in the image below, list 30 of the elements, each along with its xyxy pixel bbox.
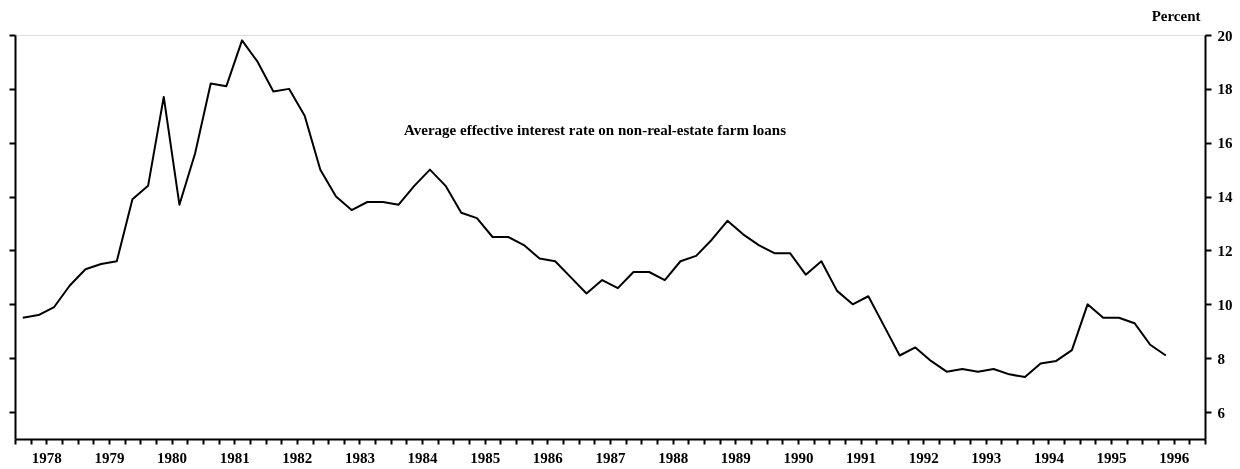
y-tick-label: 12 [1217,242,1233,259]
x-tick-label: 1989 [720,449,751,466]
y-axis-title: Percent [1151,7,1201,24]
x-tick-label: 1992 [908,449,939,466]
x-tick-label: 1981 [219,449,250,466]
x-tick-label: 1982 [282,449,313,466]
x-tick-label: 1986 [532,449,564,466]
x-tick-label: 1978 [31,449,62,466]
x-tick-label: 1979 [94,449,125,466]
x-tick-label: 1996 [1159,449,1190,466]
y-tick-label: 18 [1217,81,1233,98]
y-tick-label: 20 [1217,27,1233,44]
x-tick-label: 1987 [595,449,626,466]
y-tick-label: 6 [1217,404,1226,421]
y-tick-label: 10 [1217,296,1233,313]
y-tick-label: 14 [1217,189,1233,206]
annotation: Average effective interest rate on non-real-estate farm loans [404,122,787,138]
y-tick-label: 16 [1217,135,1233,152]
x-tick-label: 1983 [344,449,375,466]
x-tick-label: 1985 [470,449,501,466]
y-tick-label: 8 [1217,350,1225,367]
x-tick-label: 1994 [1033,449,1065,466]
x-tick-label: 1980 [157,449,188,466]
x-tick-label: 1995 [1096,449,1127,466]
x-tick-label: 1990 [783,449,814,466]
x-tick-label: 1993 [971,449,1002,466]
x-tick-label: 1984 [407,449,439,466]
x-tick-label: 1991 [846,449,877,466]
x-tick-label: 1988 [658,449,689,466]
line-series [21,39,1167,379]
